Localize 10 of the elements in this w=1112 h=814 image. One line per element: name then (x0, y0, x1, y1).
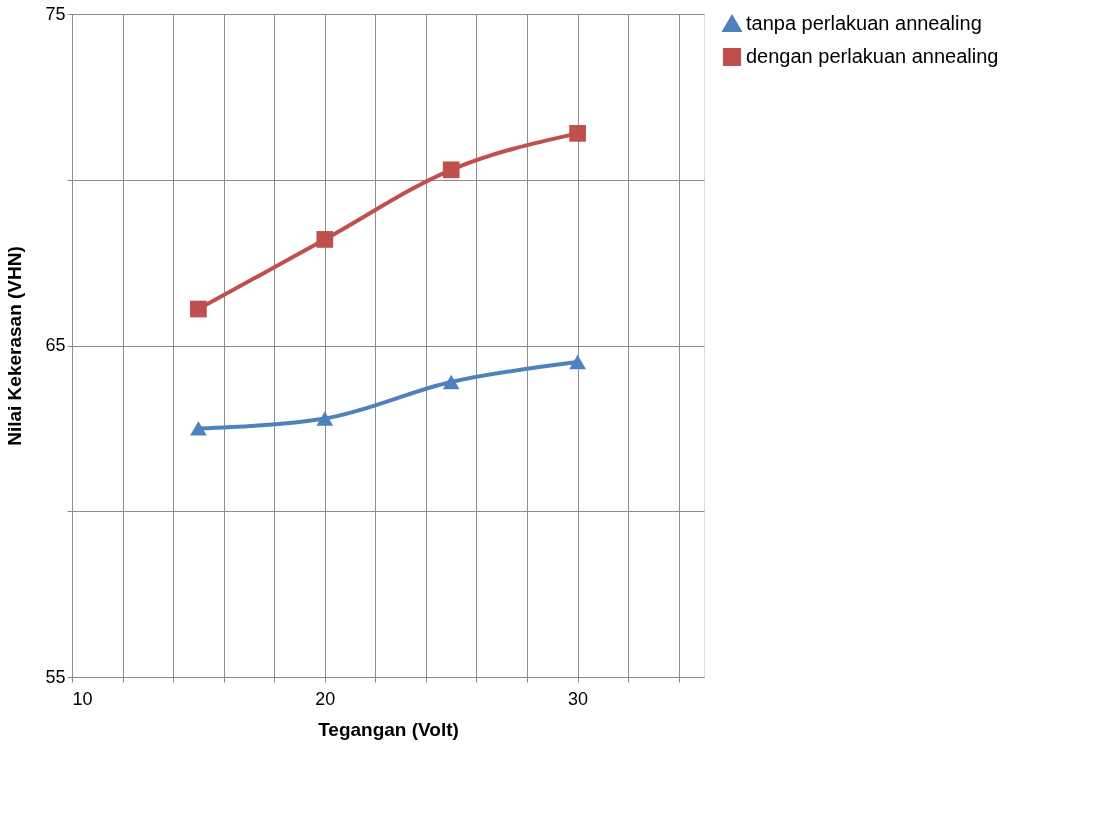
x-tick-label: 20 (315, 688, 336, 709)
x-tick-label: 30 (568, 688, 589, 709)
y-tick-label: 75 (45, 3, 66, 24)
legend-label: tanpa perlakuan annealing (746, 12, 982, 34)
y-tick-label: 65 (45, 335, 66, 355)
x-tick-label: 10 (72, 688, 93, 709)
y-axis-title: Nilai Kekerasan (VHN) (4, 246, 26, 446)
y-tick-label: 55 (45, 666, 66, 687)
x-axis-title: Tegangan (Volt) (318, 718, 459, 740)
legend-label: dengan perlakuan annealing (746, 45, 999, 67)
